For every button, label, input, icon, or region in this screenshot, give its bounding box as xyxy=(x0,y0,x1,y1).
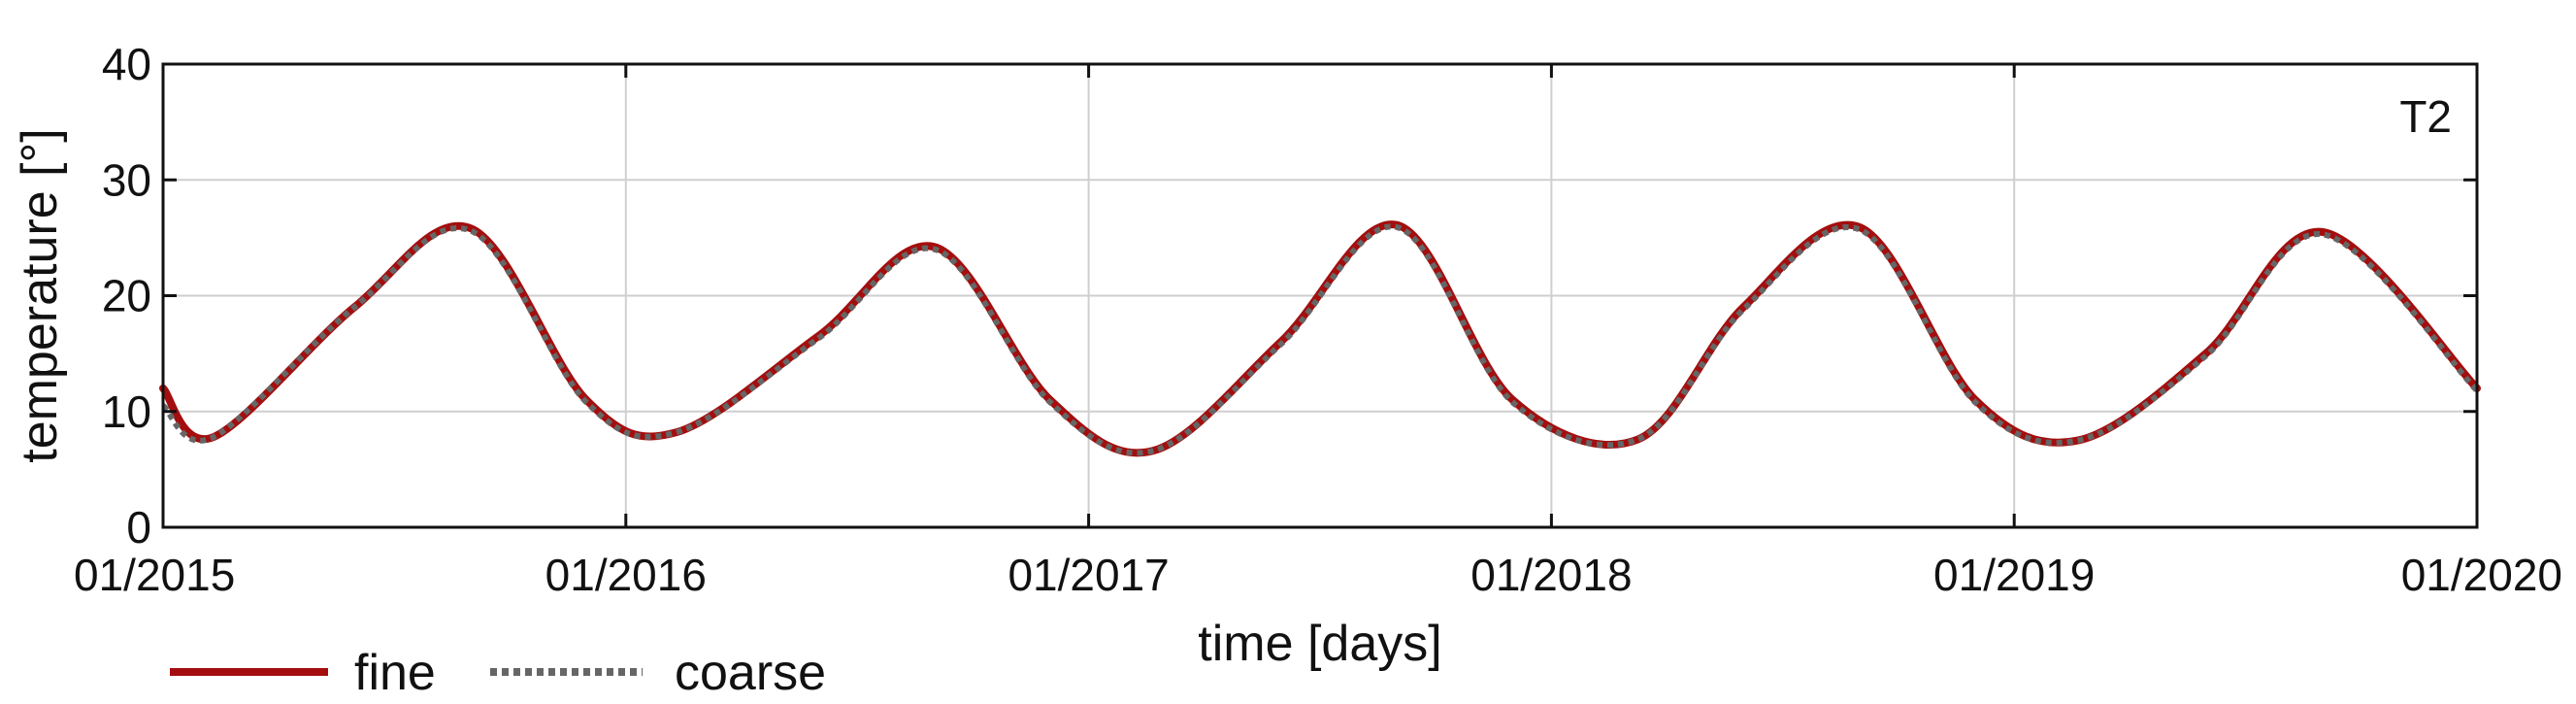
x-axis-label: time [days] xyxy=(1198,616,1441,672)
legend-label-coarse: coarse xyxy=(675,645,826,701)
y-tick-label: 30 xyxy=(102,154,151,205)
y-tick-label: 0 xyxy=(126,502,151,553)
legend-label-fine: fine xyxy=(354,645,436,701)
y-axis-label: temperature [°] xyxy=(12,128,68,463)
y-tick-label: 40 xyxy=(102,39,151,89)
x-tick-label: 01/2020 xyxy=(2401,550,2562,600)
y-tick-label: 20 xyxy=(102,271,151,321)
tick-layer: 01/2015 01/2016 01/2017 01/2018 01/2019 01/20… xyxy=(74,39,2562,600)
legend: fine coarse xyxy=(170,645,826,701)
series-layer xyxy=(159,220,2481,457)
x-tick-label: 01/2016 xyxy=(545,550,707,600)
x-tick-label: 01/2019 xyxy=(1933,550,2095,600)
series-line-coarse xyxy=(160,223,2480,456)
series-line-fine xyxy=(159,220,2481,457)
label-layer: T2 time [days] temperature [°] xyxy=(12,91,2452,672)
x-tick-label: 01/2018 xyxy=(1470,550,1632,600)
x-tick-label: 01/2015 xyxy=(74,550,235,600)
x-tick-label: 01/2017 xyxy=(1007,550,1169,600)
y-tick-label: 10 xyxy=(102,386,151,437)
panel-label: T2 xyxy=(2399,91,2452,142)
